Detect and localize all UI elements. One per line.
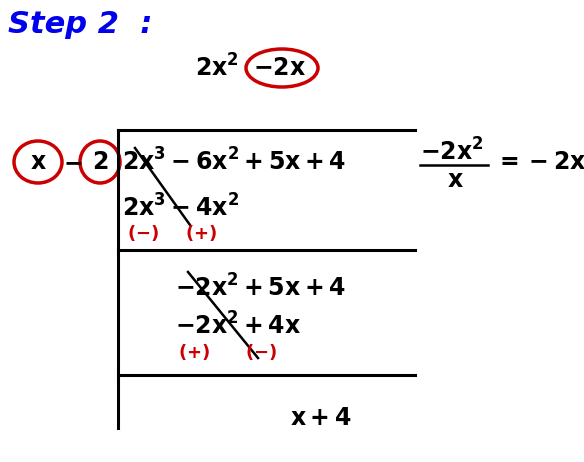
Text: $\mathbf{-}$: $\mathbf{-}$ <box>63 150 83 174</box>
Text: $\mathbf{2x^3-6x^2+5x+4}$: $\mathbf{2x^3-6x^2+5x+4}$ <box>122 148 346 176</box>
Text: $\mathbf{2x^2}$: $\mathbf{2x^2}$ <box>195 55 239 82</box>
Text: $\mathbf{2x^3-4x^2}$: $\mathbf{2x^3-4x^2}$ <box>122 195 239 222</box>
Text: $\mathbf{(-)}$: $\mathbf{(-)}$ <box>127 223 159 243</box>
Text: $\mathbf{-2x^2+4x}$: $\mathbf{-2x^2+4x}$ <box>175 312 301 340</box>
Text: $\mathbf{-2x^2}$: $\mathbf{-2x^2}$ <box>420 139 484 165</box>
Text: $\mathbf{2}$: $\mathbf{2}$ <box>92 150 108 174</box>
Text: Step 2  :: Step 2 : <box>8 10 152 39</box>
Text: $\mathbf{-2x^2+5x+4}$: $\mathbf{-2x^2+5x+4}$ <box>175 274 346 302</box>
Text: $\mathbf{x+4}$: $\mathbf{x+4}$ <box>290 406 352 430</box>
Text: $\mathbf{(+)}$: $\mathbf{(+)}$ <box>185 223 217 243</box>
Text: $\mathbf{-2x}$: $\mathbf{-2x}$ <box>253 56 306 80</box>
Text: $\mathbf{= -2x}$: $\mathbf{= -2x}$ <box>495 150 584 174</box>
Text: $\mathbf{(+)}$: $\mathbf{(+)}$ <box>178 342 210 362</box>
Text: $\mathbf{x}$: $\mathbf{x}$ <box>447 168 464 192</box>
Text: $\mathbf{x}$: $\mathbf{x}$ <box>30 150 47 174</box>
Text: $\mathbf{(-)}$: $\mathbf{(-)}$ <box>245 342 277 362</box>
